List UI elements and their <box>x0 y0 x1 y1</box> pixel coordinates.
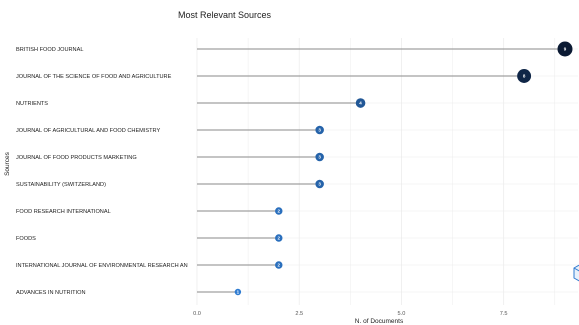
x-axis-label: N. of Documents <box>355 318 404 325</box>
lollipop-dot <box>517 69 532 83</box>
category-label: JOURNAL OF THE SCIENCE OF FOOD AND AGRIC… <box>16 74 172 80</box>
stem-layer <box>197 48 565 293</box>
value-label: 2 <box>278 209 281 214</box>
category-label: FOOD RESEARCH INTERNATIONAL <box>16 209 111 215</box>
lollipop-dot <box>315 179 324 189</box>
lollipop-dot <box>275 207 283 215</box>
lollipop-dot <box>557 41 573 57</box>
x-tick-label: 7.5 <box>500 311 508 317</box>
cube-icon <box>573 264 579 282</box>
lollipop-dot <box>355 98 366 108</box>
value-label: 3 <box>318 128 321 133</box>
lollipop-dot <box>234 288 242 296</box>
category-label: BRITISH FOOD JOURNAL <box>16 47 83 53</box>
category-label: FOODS <box>16 236 36 242</box>
category-labels: BRITISH FOOD JOURNAL JOURNAL OF THE SCIEN… <box>16 47 188 296</box>
dot-layer: 9 8 4 3 3 3 2 2 2 1 <box>234 41 573 296</box>
value-label: 9 <box>564 47 567 52</box>
value-label: 4 <box>359 101 362 106</box>
x-tick-label: 0.0 <box>193 311 201 317</box>
category-label: ADVANCES IN NUTRITION <box>16 290 86 296</box>
value-label: 3 <box>318 182 321 187</box>
category-label: NUTRIENTS <box>16 101 48 107</box>
lollipop-dot <box>315 125 324 135</box>
value-label: 2 <box>278 236 281 241</box>
category-label: JOURNAL OF FOOD PRODUCTS MARKETING <box>16 155 137 161</box>
x-tick-label: 2.5 <box>295 311 303 317</box>
value-label: 2 <box>278 263 281 268</box>
lollipop-dot <box>315 152 324 162</box>
lollipop-dot <box>275 261 283 269</box>
chart-title: Most Relevant Sources <box>178 10 272 20</box>
category-label: JOURNAL OF AGRICULTURAL AND FOOD CHEMIST… <box>16 128 160 134</box>
lollipop-dot <box>275 234 283 242</box>
value-label: 8 <box>523 74 526 79</box>
category-label: SUSTAINABILITY (SWITZERLAND) <box>16 182 106 188</box>
value-label: 3 <box>318 155 321 160</box>
y-axis-label: Sources <box>4 151 11 176</box>
x-tick-label: 5.0 <box>398 311 406 317</box>
value-label: 1 <box>237 290 240 295</box>
x-tick-labels: 0.0 2.5 5.0 7.5 <box>193 311 507 317</box>
category-label: INTERNATIONAL JOURNAL OF ENVIRONMENTAL R… <box>16 263 188 269</box>
